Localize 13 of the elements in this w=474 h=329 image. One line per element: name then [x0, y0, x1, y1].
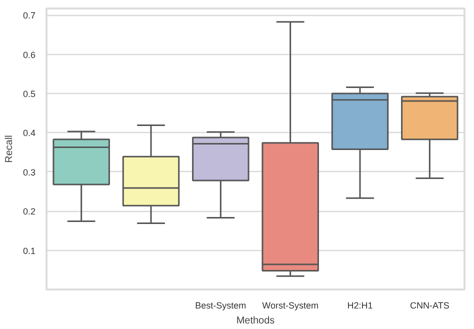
- y-tick-label: 0.5: [22, 89, 36, 100]
- y-tick-label: 0.3: [22, 167, 36, 178]
- y-tick-label: 0.6: [22, 50, 36, 60]
- x-tick-label: Best-System: [195, 300, 246, 310]
- y-tick-label: 0.7: [22, 10, 36, 21]
- y-tick-label: 0.4: [22, 128, 36, 138]
- y-axis-title: Recall: [4, 135, 15, 163]
- y-tick-label: 0.2: [22, 206, 36, 217]
- x-axis-title: Methods: [236, 316, 275, 326]
- x-tick-label: CNN-ATS: [410, 300, 450, 310]
- y-tick-label: 0.1: [22, 246, 36, 256]
- x-tick-label: Worst-System: [262, 300, 319, 310]
- x-tick-label: H2:H1: [347, 300, 373, 310]
